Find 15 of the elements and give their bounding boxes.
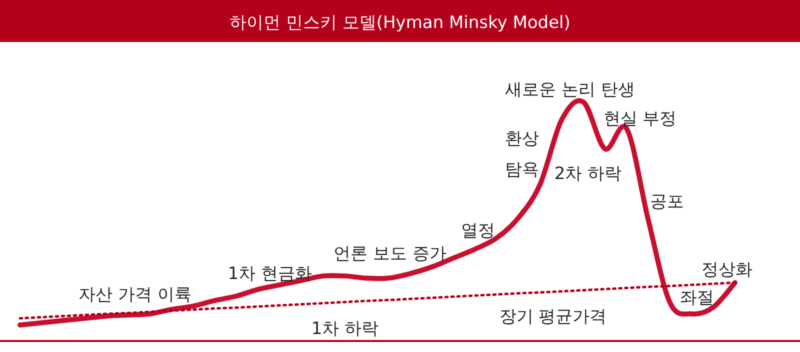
annotation: 열정 <box>461 221 495 241</box>
annotation: 현실 부정 <box>603 109 677 129</box>
chart-title: 하이먼 민스키 모델(Hyman Minsky Model) <box>230 13 570 33</box>
annotation: 환상 <box>505 129 539 149</box>
annotation: 언론 보도 증가 <box>334 244 446 264</box>
annotation: 정상화 <box>702 260 752 280</box>
annotation: 1차 현금화 <box>228 264 312 284</box>
annotation: 자산 가격 이륙 <box>78 285 192 305</box>
annotation: 1차 하락 <box>311 319 379 339</box>
text: 새로운 논리 탄생 <box>505 80 635 100</box>
annotation: 좌절 <box>680 288 714 308</box>
annotation: 탐욕 <box>505 160 539 180</box>
annotation: 공포 <box>650 192 684 212</box>
series-label: 장기 평균가격 <box>499 307 607 327</box>
annotation: 2차 하락 <box>554 164 622 184</box>
